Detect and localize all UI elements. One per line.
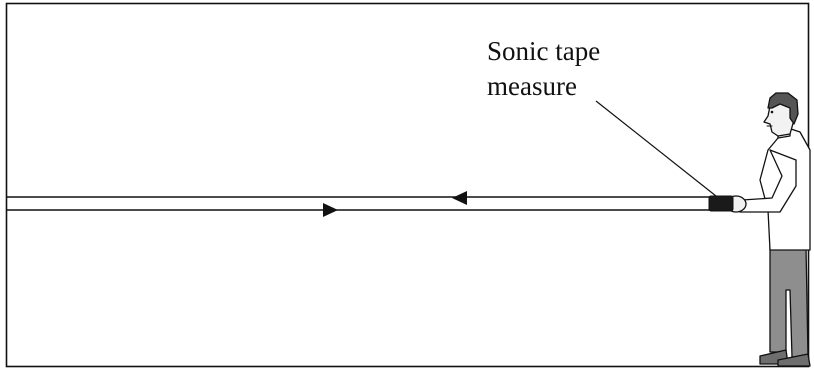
person-figure [725, 92, 811, 367]
sonic-tape-measure-device [708, 195, 734, 212]
person-hair [767, 92, 799, 125]
callout-leader-line [595, 100, 717, 197]
person-shoe-front [777, 353, 811, 367]
callout-label: Sonic tape measure [487, 34, 600, 104]
callout-label-line-2: measure [487, 71, 577, 101]
sound-beam [7, 196, 716, 211]
arrow-right-icon [323, 203, 338, 217]
person-trousers [769, 245, 809, 358]
arrow-left-icon [452, 191, 467, 205]
room-frame [5, 2, 810, 368]
person-eye [770, 110, 774, 114]
callout-label-line-1: Sonic tape [487, 36, 601, 66]
